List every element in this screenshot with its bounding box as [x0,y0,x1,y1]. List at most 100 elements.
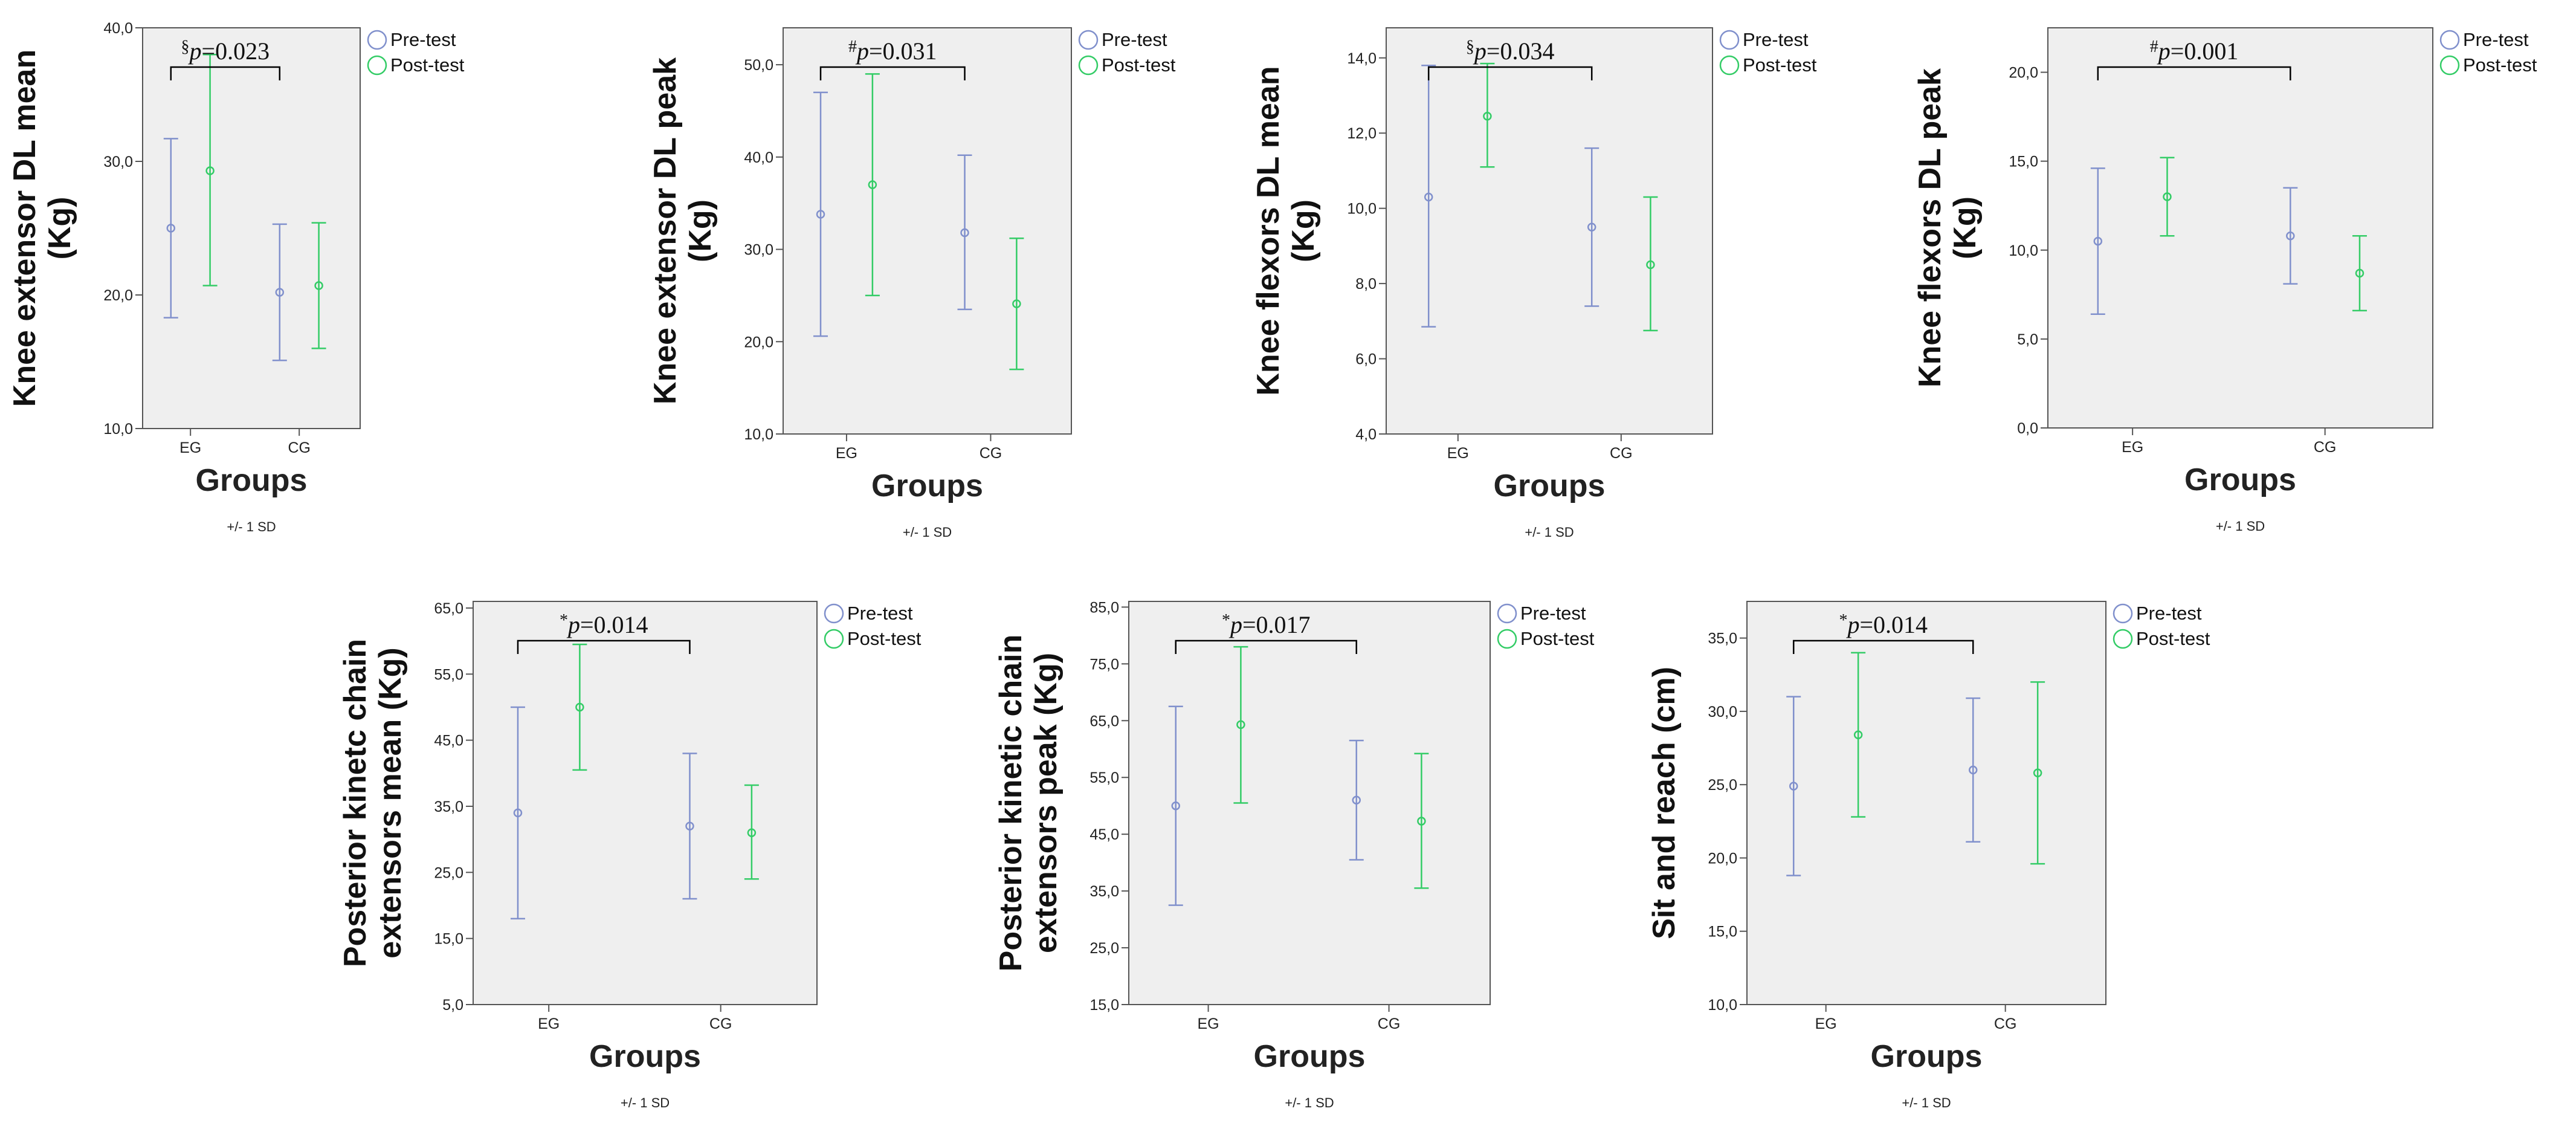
error-bar-pre-eg [813,91,828,337]
mean-point [2286,231,2295,241]
error-bar-pre-cg [957,154,972,311]
significance-p-value: =0.031 [869,37,937,65]
y-axis-title-line: extensors peak (Kg) [1028,653,1064,953]
error-bar-post-cg [2352,235,2367,312]
chart-panel: 0,0 5,0 10,0 15,0 20,0 EG CG Groups +/- 1 SD Knee… [1913,27,2537,534]
y-axis-title-line: (Kg) [1948,196,1983,259]
significance-prefix: p [566,611,580,638]
significance-bracket [1427,66,1593,80]
y-tick-label: 15,0 [1089,997,1119,1014]
y-axis-title: Posterior kinetc chainextensors mean (Kg… [338,639,408,967]
y-axis-title-line: Sit and reach (cm) [1647,667,1682,939]
y-tick-label: 30,0 [744,242,773,259]
y-axis-title-line: Posterior kinetc chain [338,639,373,967]
mean-point [1424,192,1433,202]
x-tick-label: CG [1378,1015,1401,1032]
mean-point [685,821,694,831]
mean-point [2033,768,2042,778]
legend-label-post: Post-test [2463,54,2537,76]
legend-marker-post [824,629,844,649]
x-tick-label: EG [2122,439,2143,456]
mean-point [2163,192,2172,201]
legend-marker-pre [1078,30,1099,50]
mean-point [1646,260,1655,270]
mean-point [2093,236,2103,246]
y-tick-label: 10,0 [744,426,773,443]
legend-label-post: Post-test [847,628,922,649]
legend-label-pre: Pre-test [390,29,456,50]
error-bar-pre-cg [1349,739,1364,861]
mean-point [2355,268,2365,278]
footnote: +/- 1 SD [1902,1095,1951,1110]
error-bar-post-cg [311,222,326,349]
y-tick-label: 15,0 [434,931,463,948]
y-tick-label: 10,0 [103,421,133,438]
mean-point [1417,817,1426,826]
significance-p-value: =0.017 [1242,611,1311,638]
y-axis-title: Knee flexors DL peak(Kg) [1913,68,1983,387]
mean-point [1968,765,1978,775]
plot-area [1128,601,1491,1005]
error-bar-pre-eg [2090,167,2105,315]
error-bar-post-eg [202,53,218,286]
significance-bracket [1792,639,1974,654]
chart-panel: 10,0 20,0 30,0 40,0 50,0 EG CG Groups +/- 1 SD Kn… [648,27,1176,540]
y-tick-label: 35,0 [434,798,463,815]
significance-p-value: =0.014 [1859,611,1928,638]
y-axis-title-line: Knee extensor DL mean [7,50,42,407]
error-bar-pre-eg [1786,696,1801,876]
legend-marker-post [1497,629,1517,649]
error-bar-post-eg [572,643,587,771]
x-axis-title: Groups [1254,1039,1366,1074]
mean-point [1483,111,1492,121]
x-tick-label: EG [1815,1015,1837,1032]
y-tick-label: 40,0 [103,20,133,37]
y-tick-label: 20,0 [103,287,133,304]
mean-point [960,228,969,238]
legend-marker-pre [2113,603,2133,624]
legend-label-pre: Pre-test [1102,29,1167,50]
y-tick-label: 4,0 [1355,426,1377,443]
significance-bracket [1175,639,1357,654]
y-tick-label: 15,0 [2009,154,2038,170]
y-tick-label: 10,0 [2009,242,2038,259]
significance-symbol: # [2150,37,2158,56]
legend-label-post: Post-test [1520,628,1595,649]
x-tick-label: EG [836,445,857,462]
y-axis-title-line: Knee flexors DL peak [1913,68,1948,387]
x-tick-label: CG [288,439,311,456]
y-axis-title: Posterior kinetic chainextensors peak (K… [993,635,1064,972]
mean-point [868,180,877,189]
legend-label-post: Post-test [390,54,465,76]
legend-marker-post [1719,55,1740,76]
x-axis-title: Groups [871,468,983,503]
significance-prefix: p [1228,611,1242,638]
chart-panel: 10,0 20,0 30,0 40,0 EG CG Groups +/- 1 SD Knee e… [7,20,465,534]
y-tick-label: 20,0 [1708,850,1737,867]
y-tick-label: 6,0 [1355,351,1377,368]
y-axis-title-line: Knee flexors DL mean [1251,66,1286,395]
y-tick-label: 40,0 [744,149,773,166]
y-tick-label: 5,0 [442,997,463,1014]
legend-label-pre: Pre-test [2136,603,2202,624]
mean-point [275,288,285,297]
error-bar-pre-cg [272,223,287,361]
significance-symbol: # [848,37,857,56]
chart-panel: 5,0 15,0 25,0 35,0 45,0 55,0 65,0 EG CG Groups +/-… [338,600,922,1110]
legend-label-post: Post-test [2136,628,2210,649]
mean-point [166,224,176,233]
x-tick-label: EG [179,439,201,456]
plot-area [473,601,818,1005]
significance-prefix: p [1473,37,1487,65]
chart-panel: 15,0 25,0 35,0 45,0 55,0 65,0 75,0 85,0 EG CG Grou… [993,599,1595,1110]
x-axis-title: Groups [2184,462,2296,497]
legend-marker-pre [1719,30,1740,50]
y-axis-title: Sit and reach (cm) [1647,667,1682,939]
y-axis-title-line: (Kg) [1286,199,1321,262]
significance-symbol: * [1839,611,1847,630]
plot-area [2047,27,2433,429]
x-tick-label: EG [538,1015,560,1032]
error-bar-post-cg [1414,753,1429,889]
significance-p-value: =0.014 [580,611,648,638]
legend-label-pre: Pre-test [1520,603,1586,624]
